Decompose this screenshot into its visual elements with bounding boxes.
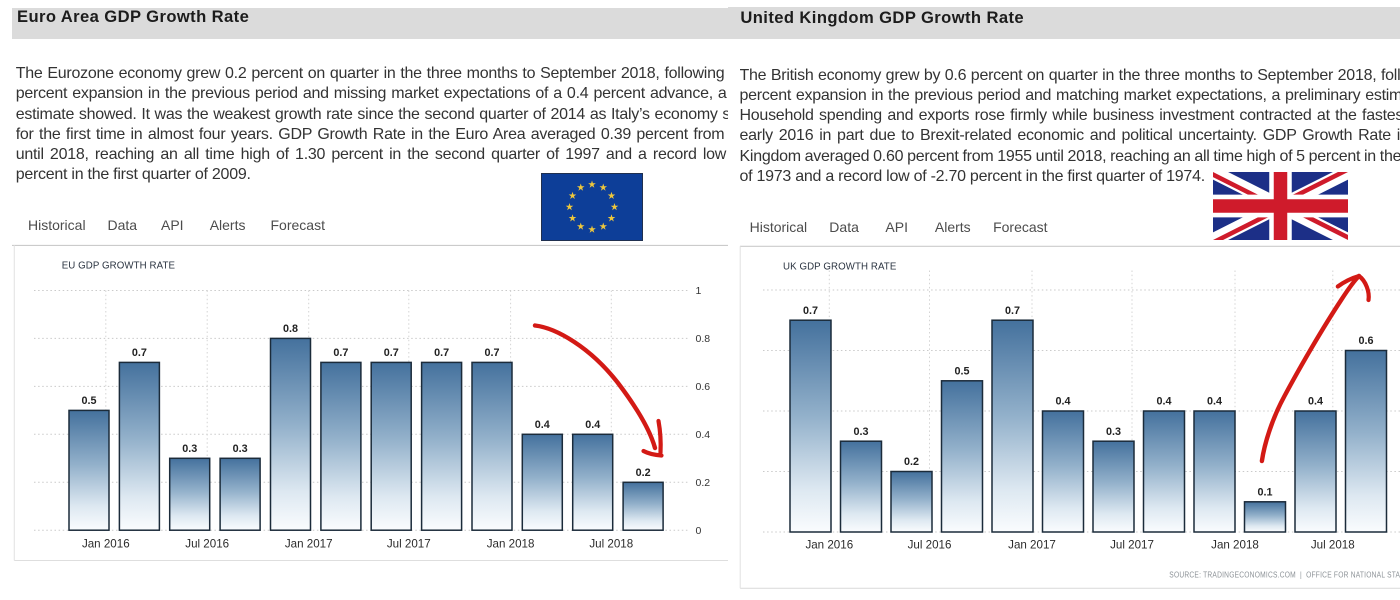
svg-text:EU GDP GROWTH RATE: EU GDP GROWTH RATE xyxy=(62,260,176,271)
svg-text:1: 1 xyxy=(696,285,702,297)
svg-text:0.3: 0.3 xyxy=(1106,426,1121,438)
svg-text:Jan 2016: Jan 2016 xyxy=(805,539,853,552)
svg-text:Jan 2017: Jan 2017 xyxy=(1008,539,1056,552)
svg-text:0.6: 0.6 xyxy=(696,381,711,393)
svg-text:Jan 2018: Jan 2018 xyxy=(1211,539,1259,552)
svg-text:Jul 2018: Jul 2018 xyxy=(589,537,633,550)
svg-text:0.1: 0.1 xyxy=(1257,486,1272,498)
svg-text:Jul 2016: Jul 2016 xyxy=(908,539,952,552)
svg-text:0.2: 0.2 xyxy=(904,456,919,468)
svg-text:0.4: 0.4 xyxy=(535,419,550,431)
svg-text:UK GDP GROWTH RATE: UK GDP GROWTH RATE xyxy=(783,262,897,273)
svg-text:Jan 2017: Jan 2017 xyxy=(285,537,333,550)
svg-text:0.7: 0.7 xyxy=(484,347,499,359)
svg-text:Jul 2016: Jul 2016 xyxy=(185,537,229,550)
svg-text:0.4: 0.4 xyxy=(1156,396,1171,408)
svg-text:0.5: 0.5 xyxy=(954,365,969,377)
svg-text:0.4: 0.4 xyxy=(1207,396,1222,408)
svg-text:0.8: 0.8 xyxy=(696,333,711,345)
svg-text:0: 0 xyxy=(696,525,702,537)
svg-text:0.7: 0.7 xyxy=(333,347,348,359)
svg-text:0.7: 0.7 xyxy=(803,305,818,317)
svg-text:Jan 2018: Jan 2018 xyxy=(487,537,535,550)
svg-text:Jul 2017: Jul 2017 xyxy=(387,537,431,550)
svg-text:0.2: 0.2 xyxy=(696,477,711,489)
svg-text:0.7: 0.7 xyxy=(384,347,399,359)
svg-text:0.6: 0.6 xyxy=(1358,335,1373,347)
svg-text:0.3: 0.3 xyxy=(233,443,248,455)
svg-text:0.4: 0.4 xyxy=(696,429,711,441)
svg-text:0.7: 0.7 xyxy=(434,347,449,359)
svg-text:0.7: 0.7 xyxy=(1005,305,1020,317)
svg-text:0.2: 0.2 xyxy=(636,467,651,479)
svg-text:Jul 2017: Jul 2017 xyxy=(1110,539,1154,552)
svg-text:0.7: 0.7 xyxy=(132,347,147,359)
svg-text:Jan 2016: Jan 2016 xyxy=(82,537,130,550)
svg-text:Jul 2018: Jul 2018 xyxy=(1311,539,1355,552)
svg-text:0.5: 0.5 xyxy=(81,395,96,407)
svg-text:0.4: 0.4 xyxy=(1055,396,1070,408)
svg-text:0.4: 0.4 xyxy=(585,419,600,431)
svg-text:SOURCE: TRADINGECONOMICS.COM: SOURCE: TRADINGECONOMICS.COM | OFFICE FO… xyxy=(1169,570,1400,580)
svg-text:0.3: 0.3 xyxy=(853,426,868,438)
svg-text:0.8: 0.8 xyxy=(283,323,298,335)
svg-text:0.4: 0.4 xyxy=(1308,396,1323,408)
svg-text:0.3: 0.3 xyxy=(182,443,197,455)
